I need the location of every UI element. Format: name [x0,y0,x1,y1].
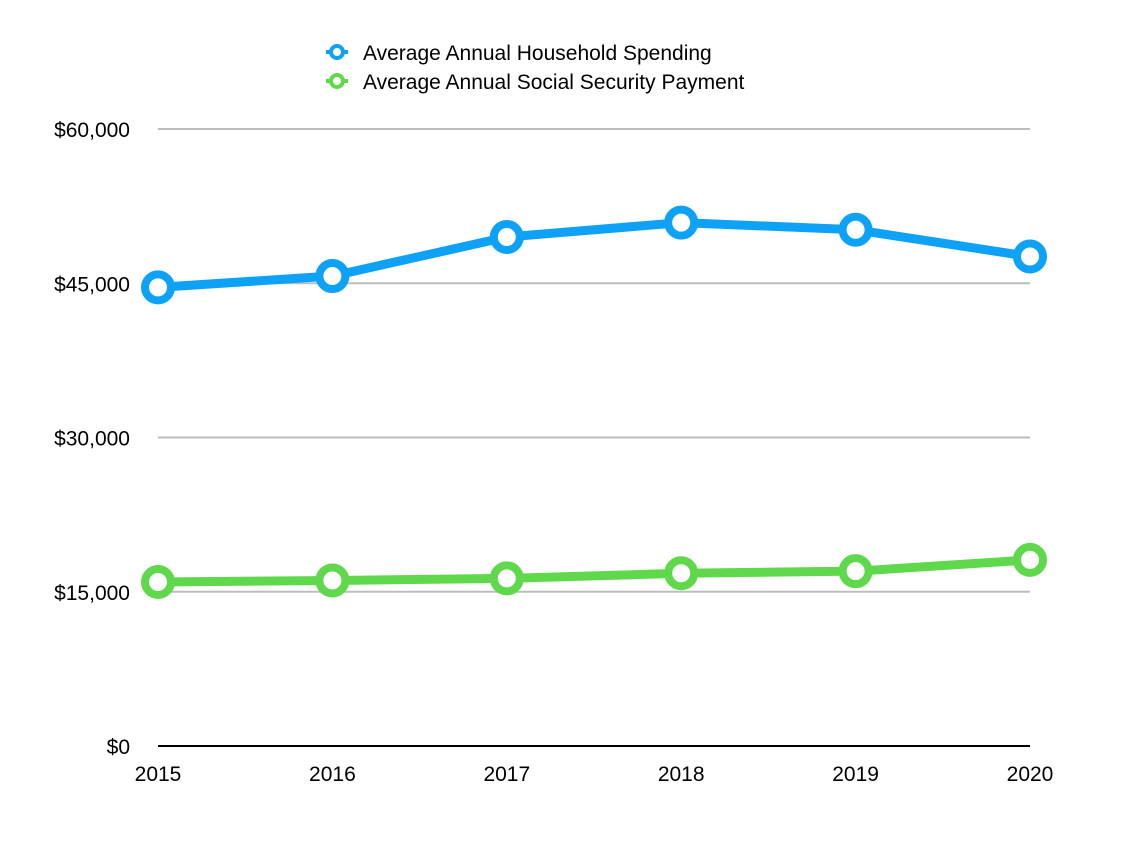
legend-marker-icon [329,44,345,60]
data-point [489,561,524,596]
legend-label: Average Annual Social Security Payment [363,71,744,94]
data-point [1013,542,1047,577]
y-tick-label: $0 [107,736,130,759]
x-tick-label: 2019 [832,763,879,786]
gridlines [158,128,1030,747]
data-point [838,212,873,247]
data-point [315,563,350,598]
data-point [315,259,350,294]
x-tick-label: 2020 [1007,763,1054,786]
data-point [838,554,873,589]
y-tick-label: $45,000 [54,273,130,296]
legend: Average Annual Household Spending Average… [326,42,744,94]
x-tick-label: 2015 [135,763,182,786]
data-point [141,270,175,305]
y-tick-label: $15,000 [54,582,130,605]
x-tick-label: 2017 [483,763,530,786]
data-point [664,556,699,591]
x-axis-ticks: 2015 2016 2017 2018 2019 2020 [135,763,1054,786]
y-tick-label: $30,000 [54,428,130,451]
series-line [157,555,1031,587]
data-point [1013,239,1047,274]
y-axis-ticks: $0 $15,000 $30,000 $45,000 $60,000 [54,119,130,759]
x-tick-label: 2016 [309,763,356,786]
data-point [664,205,699,240]
series-line [157,218,1031,292]
legend-label: Average Annual Household Spending [363,42,712,65]
data-point [141,564,175,599]
data-point [489,219,524,254]
legend-marker-icon [329,73,345,89]
y-tick-label: $60,000 [54,119,130,142]
x-tick-label: 2018 [658,763,705,786]
series-lines [141,205,1047,599]
